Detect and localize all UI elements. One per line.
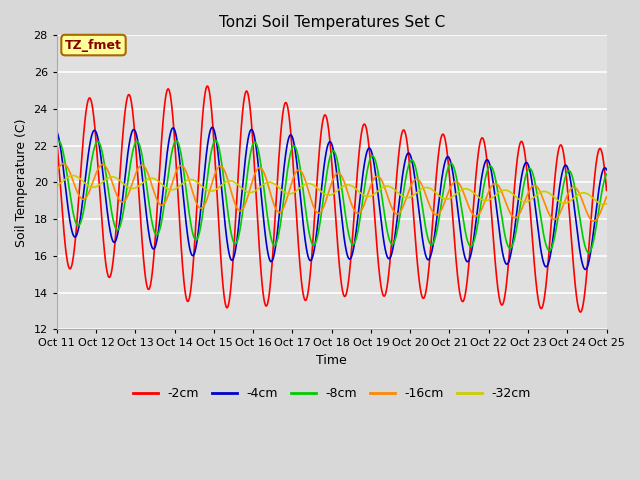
Line: -16cm: -16cm bbox=[57, 164, 607, 221]
Line: -8cm: -8cm bbox=[57, 141, 607, 252]
Text: TZ_fmet: TZ_fmet bbox=[65, 38, 122, 51]
X-axis label: Time: Time bbox=[316, 354, 347, 367]
-2cm bbox=[316, 138, 324, 144]
-2cm bbox=[265, 292, 273, 298]
Title: Tonzi Soil Temperatures Set C: Tonzi Soil Temperatures Set C bbox=[219, 15, 445, 30]
-16cm bbox=[589, 218, 597, 224]
-16cm bbox=[316, 210, 324, 216]
-8cm bbox=[603, 171, 611, 177]
-32cm bbox=[235, 183, 243, 189]
-2cm bbox=[561, 156, 568, 161]
Line: -2cm: -2cm bbox=[57, 86, 607, 312]
-32cm bbox=[265, 180, 273, 185]
-4cm bbox=[53, 129, 61, 134]
-32cm bbox=[519, 199, 527, 204]
-8cm bbox=[316, 218, 324, 224]
Y-axis label: Soil Temperature (C): Soil Temperature (C) bbox=[15, 118, 28, 247]
-8cm bbox=[585, 250, 593, 255]
Line: -32cm: -32cm bbox=[57, 176, 607, 204]
-2cm bbox=[519, 141, 527, 146]
-4cm bbox=[603, 167, 611, 173]
-8cm bbox=[235, 232, 243, 238]
-4cm bbox=[340, 233, 348, 239]
-32cm bbox=[316, 188, 324, 194]
-2cm bbox=[340, 293, 348, 299]
-4cm bbox=[265, 255, 273, 261]
-16cm bbox=[53, 169, 61, 175]
-4cm bbox=[316, 197, 324, 203]
-2cm bbox=[235, 158, 243, 164]
-16cm bbox=[519, 204, 527, 209]
-16cm bbox=[265, 186, 273, 192]
-16cm bbox=[60, 161, 67, 167]
-16cm bbox=[561, 200, 568, 205]
-2cm bbox=[53, 137, 61, 143]
-32cm bbox=[340, 183, 348, 189]
-4cm bbox=[235, 219, 243, 225]
-32cm bbox=[561, 200, 568, 206]
-16cm bbox=[340, 178, 348, 184]
-32cm bbox=[53, 182, 61, 188]
-32cm bbox=[603, 201, 611, 207]
-8cm bbox=[212, 138, 220, 144]
-32cm bbox=[600, 202, 607, 207]
-8cm bbox=[265, 225, 273, 231]
-8cm bbox=[53, 139, 61, 145]
-8cm bbox=[340, 201, 348, 207]
-4cm bbox=[582, 266, 589, 272]
-4cm bbox=[519, 168, 527, 173]
-2cm bbox=[603, 188, 611, 193]
-32cm bbox=[69, 173, 77, 179]
-2cm bbox=[577, 309, 584, 315]
-16cm bbox=[603, 194, 611, 200]
-2cm bbox=[204, 83, 211, 89]
Line: -4cm: -4cm bbox=[57, 127, 607, 269]
-8cm bbox=[519, 187, 527, 193]
-4cm bbox=[561, 163, 568, 169]
-4cm bbox=[209, 124, 216, 130]
-16cm bbox=[235, 207, 243, 213]
-8cm bbox=[561, 178, 568, 184]
Legend: -2cm, -4cm, -8cm, -16cm, -32cm: -2cm, -4cm, -8cm, -16cm, -32cm bbox=[127, 383, 536, 406]
